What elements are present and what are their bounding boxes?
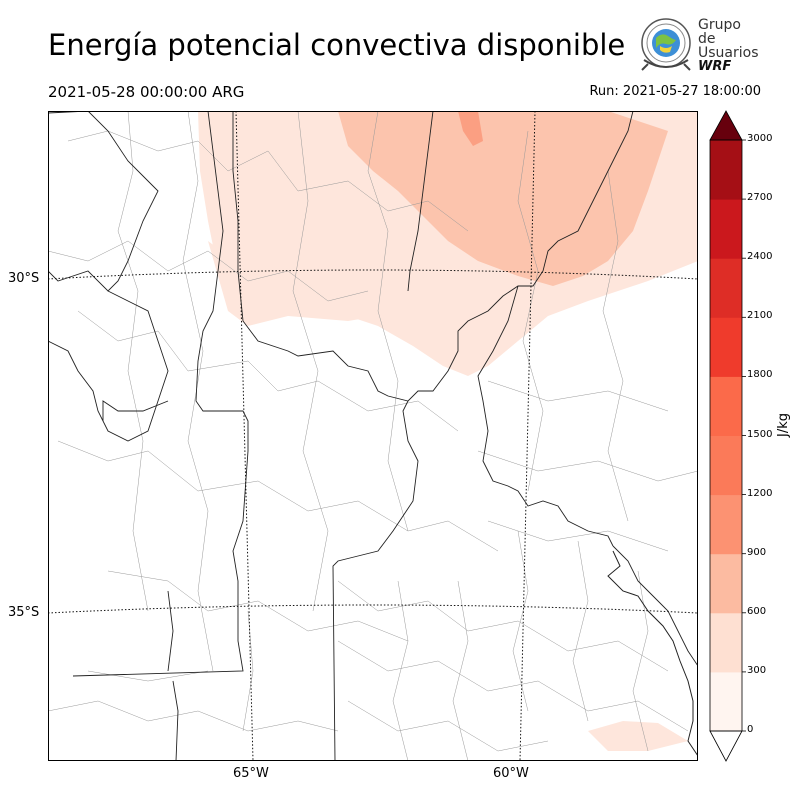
colorbar-tick-label: 2400: [747, 251, 773, 263]
colorbar-tick-label: 2100: [747, 310, 773, 322]
atlantic-coastline: [607, 550, 698, 757]
colorbar-tick-label: 600: [747, 605, 767, 617]
cape-field-600-900: [458, 111, 483, 146]
lon-label-65w: 65°W: [233, 766, 269, 781]
colorbar-bin: [710, 140, 742, 200]
colorbar-tick-label: 2700: [747, 192, 773, 204]
run-time-label: Run: 2021-05-27 18:00:00: [589, 84, 761, 99]
colorbar-bin: [710, 376, 742, 436]
colorbar-tick-label: 0: [747, 724, 754, 735]
colorbar-tick-label: 900: [747, 546, 767, 558]
colorbar-tick-label: 1200: [747, 487, 773, 499]
valid-time-label: 2021-05-28 00:00:00 ARG: [48, 83, 245, 101]
lat-label-30s: 30°S: [8, 271, 40, 286]
cape-field-0-300-west: [208, 241, 408, 326]
colorbar: [706, 110, 746, 762]
colorbar-bin: [710, 317, 742, 377]
colorbar-bin: [710, 553, 742, 614]
map-frame: [48, 111, 698, 761]
map-title: Energía potencial convectiva disponible: [48, 28, 626, 62]
logo-line1: Grupo de: [698, 17, 741, 47]
colorbar-tick-label: 1800: [747, 369, 773, 381]
map-canvas[interactable]: [48, 111, 698, 761]
globe-seal-icon: [641, 18, 691, 71]
colorbar-tick-label: 300: [747, 664, 767, 676]
colorbar-bin: [710, 435, 742, 496]
cape-field-300-600: [338, 111, 668, 286]
department-boundaries: [48, 111, 698, 761]
cape-field-south-patch: [588, 721, 688, 751]
logo-line3: WRF: [698, 59, 732, 74]
wrf-users-logo: Grupo de Usuarios WRF: [638, 16, 759, 74]
map-panel[interactable]: [48, 111, 698, 761]
colorbar-svg: [709, 110, 746, 762]
colorbar-extend-min: [709, 730, 743, 762]
colorbar-bin: [710, 258, 742, 318]
colorbar-extend-max: [709, 110, 743, 141]
colorbar-bin: [710, 671, 742, 732]
colorbar-bin: [710, 199, 742, 259]
colorbar-bin: [710, 612, 742, 673]
logo-line2: Usuarios: [698, 45, 759, 61]
graticule: [48, 111, 698, 761]
colorbar-unit-label: J/kg: [776, 413, 791, 437]
province-boundaries: [48, 111, 698, 761]
lat-label-35s: 35°S: [8, 605, 40, 620]
lon-label-60w: 60°W: [493, 766, 529, 781]
colorbar-tick-label: 3000: [747, 133, 773, 144]
colorbar-tick-label: 1500: [747, 428, 773, 440]
colorbar-bin: [710, 494, 742, 555]
